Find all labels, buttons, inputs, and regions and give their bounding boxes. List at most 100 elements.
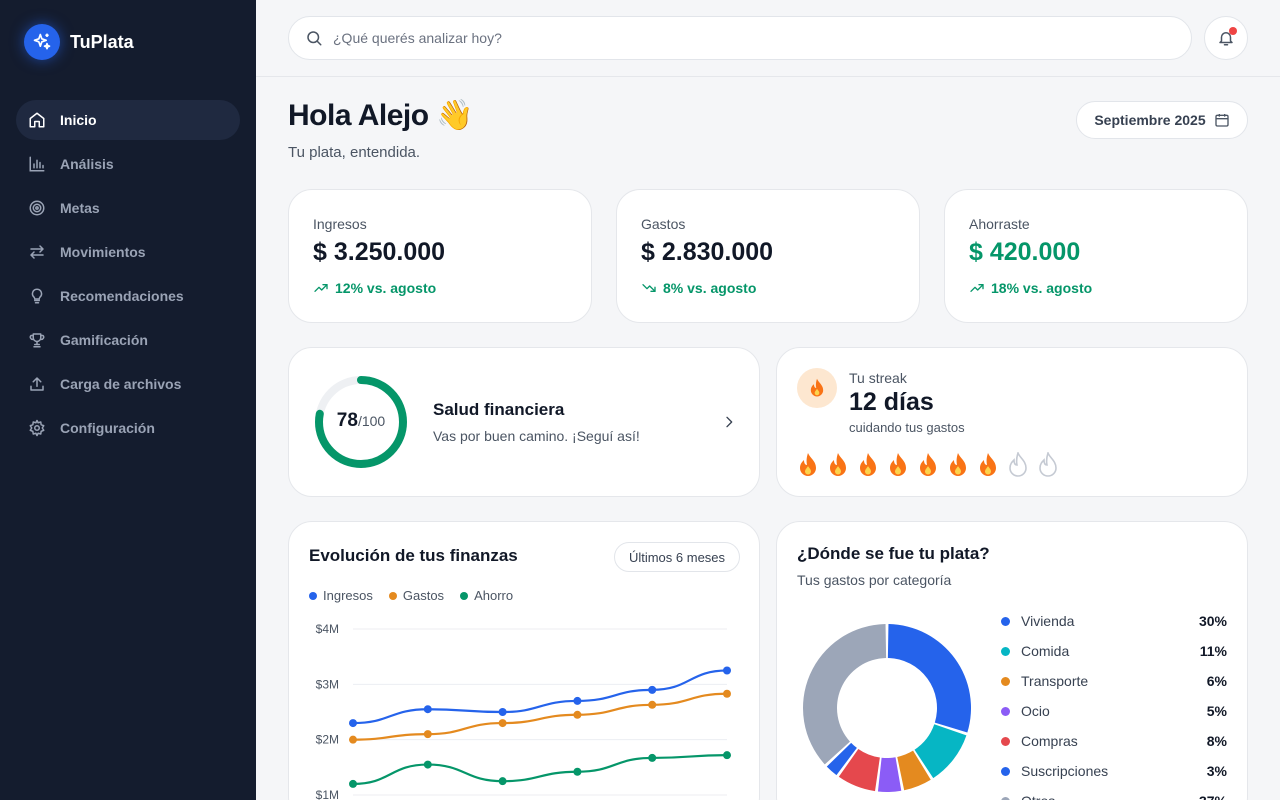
category-row[interactable]: Suscripciones 3% [1001,756,1227,786]
y-tick-label: $4M [316,622,339,636]
flame-lit-icon [920,453,936,476]
range-selector-button[interactable]: Últimos 6 meses [614,542,740,572]
data-point[interactable] [573,767,582,776]
trending-down-icon [642,284,656,292]
sidebar-item-recomendaciones[interactable]: Recomendaciones [16,276,240,316]
donut-subtitle: Tus gastos por categoría [797,572,952,588]
data-point[interactable] [573,710,582,719]
health-progress-arc [315,376,407,468]
notification-dot [1229,27,1237,35]
donut-slice[interactable] [887,624,971,733]
sidebar-item-carga-archivos[interactable]: Carga de archivos [16,364,240,404]
brand[interactable]: TuPlata [24,24,134,60]
month-label: Septiembre 2025 [1094,112,1206,128]
kpi-change-text: 18% vs. agosto [991,280,1093,296]
category-dot [1001,736,1010,746]
kpi-change: 18% vs. agosto [969,280,1092,296]
category-percent: 3% [1206,763,1227,779]
category-name: Otros [1021,793,1199,800]
legend-label: Ahorro [474,588,514,603]
sidebar-item-metas[interactable]: Metas [16,188,240,228]
top-bar [256,0,1280,77]
category-list: Vivienda 30% Comida 11% Transporte 6% Ocio 5% Co… [1001,606,1227,800]
bell-icon [1219,32,1233,46]
category-percent: 8% [1206,733,1227,749]
y-tick-label: $3M [316,677,339,691]
chart-legend: Ingresos Gastos Ahorro [309,588,513,603]
app-name: TuPlata [70,31,134,52]
streak-label: Tu streak [849,370,907,386]
legend-item: Ingresos [309,588,373,603]
health-title: Salud financiera [433,400,565,419]
month-selector-button[interactable]: Septiembre 2025 [1076,101,1248,139]
financial-health-card[interactable]: 78/100 Salud financiera Vas por buen cam… [288,347,760,497]
category-row[interactable]: Otros37% [1001,786,1227,800]
sidebar-item-movimientos[interactable]: Movimientos [16,232,240,272]
search-input[interactable] [333,30,1153,46]
chevron-right-icon[interactable] [721,414,737,430]
donut-slice[interactable] [897,750,931,791]
donut-slice[interactable] [838,748,880,792]
data-point[interactable] [423,730,432,739]
streak-value: 12 días [849,388,934,416]
donut-slice[interactable] [826,742,857,776]
flame-lit-icon [890,453,906,476]
data-point[interactable] [423,705,432,714]
category-row[interactable]: Comida 11% [1001,636,1227,666]
category-row[interactable]: Transporte 6% [1001,666,1227,696]
category-row[interactable]: Ocio 5% [1001,696,1227,726]
trending-up-icon [314,284,328,292]
sidebar-nav: Inicio Análisis Metas Movimientos Recome… [16,100,240,452]
kpi-label: Gastos [641,216,686,232]
data-point[interactable] [349,779,357,788]
legend-dot [388,591,397,600]
health-message: Vas por buen camino. ¡Seguí así! [433,428,640,444]
data-point[interactable] [648,700,657,709]
data-point[interactable] [349,719,357,728]
category-name: Suscripciones [1021,763,1109,779]
data-point[interactable] [349,735,357,744]
sidebar-item-inicio[interactable]: Inicio [16,100,240,140]
data-point[interactable] [648,753,657,762]
search-bar[interactable] [288,16,1192,60]
data-point[interactable] [498,719,507,728]
sidebar-item-label: Metas [60,200,100,216]
kpi-value: $ 420.000 [969,238,1081,266]
data-point[interactable] [723,689,731,698]
search-icon [307,31,322,46]
calendar-icon [1214,114,1229,127]
notifications-button[interactable] [1204,16,1248,60]
data-point[interactable] [723,751,731,760]
donut-slice[interactable] [877,757,902,792]
category-row[interactable]: Vivienda 30% [1001,606,1227,636]
line-chart: $4M $3M $2M $1M [316,622,731,800]
kpi-label: Ahorraste [969,216,1030,232]
flame-lit-icon [830,453,846,476]
health-score-ring: 78/100 [313,374,409,470]
legend-label: Ingresos [323,588,373,603]
data-point[interactable] [498,708,507,716]
data-point[interactable] [648,685,657,694]
data-point[interactable] [573,696,582,705]
data-point[interactable] [423,760,432,769]
flame-unlit-icon [1039,452,1057,477]
category-percent: 30% [1198,613,1227,629]
legend-item: Gastos [388,588,444,603]
sidebar-item-configuracion[interactable]: Configuración [16,408,240,448]
category-name: Transporte [1021,673,1089,689]
streak-caption: cuidando tus gastos [849,420,965,435]
sidebar-item-label: Gamificación [60,332,148,348]
kpi-change-text: 12% vs. agosto [335,280,437,296]
data-point[interactable] [498,777,507,786]
sidebar-item-gamificacion[interactable]: Gamificación [16,320,240,360]
sparkles-logo-icon [24,24,60,60]
data-point[interactable] [723,666,731,675]
sidebar-item-analisis[interactable]: Análisis [16,144,240,184]
sidebar-item-label: Configuración [60,420,155,436]
category-row[interactable]: Compras 8% [1001,726,1227,756]
category-name: Ocio [1021,703,1050,719]
donut-slice[interactable] [803,624,887,765]
kpi-card-gastos: Gastos $ 2.830.000 8% vs. agosto [616,189,920,323]
donut-slice[interactable] [914,724,967,779]
category-percent: 6% [1206,673,1227,689]
